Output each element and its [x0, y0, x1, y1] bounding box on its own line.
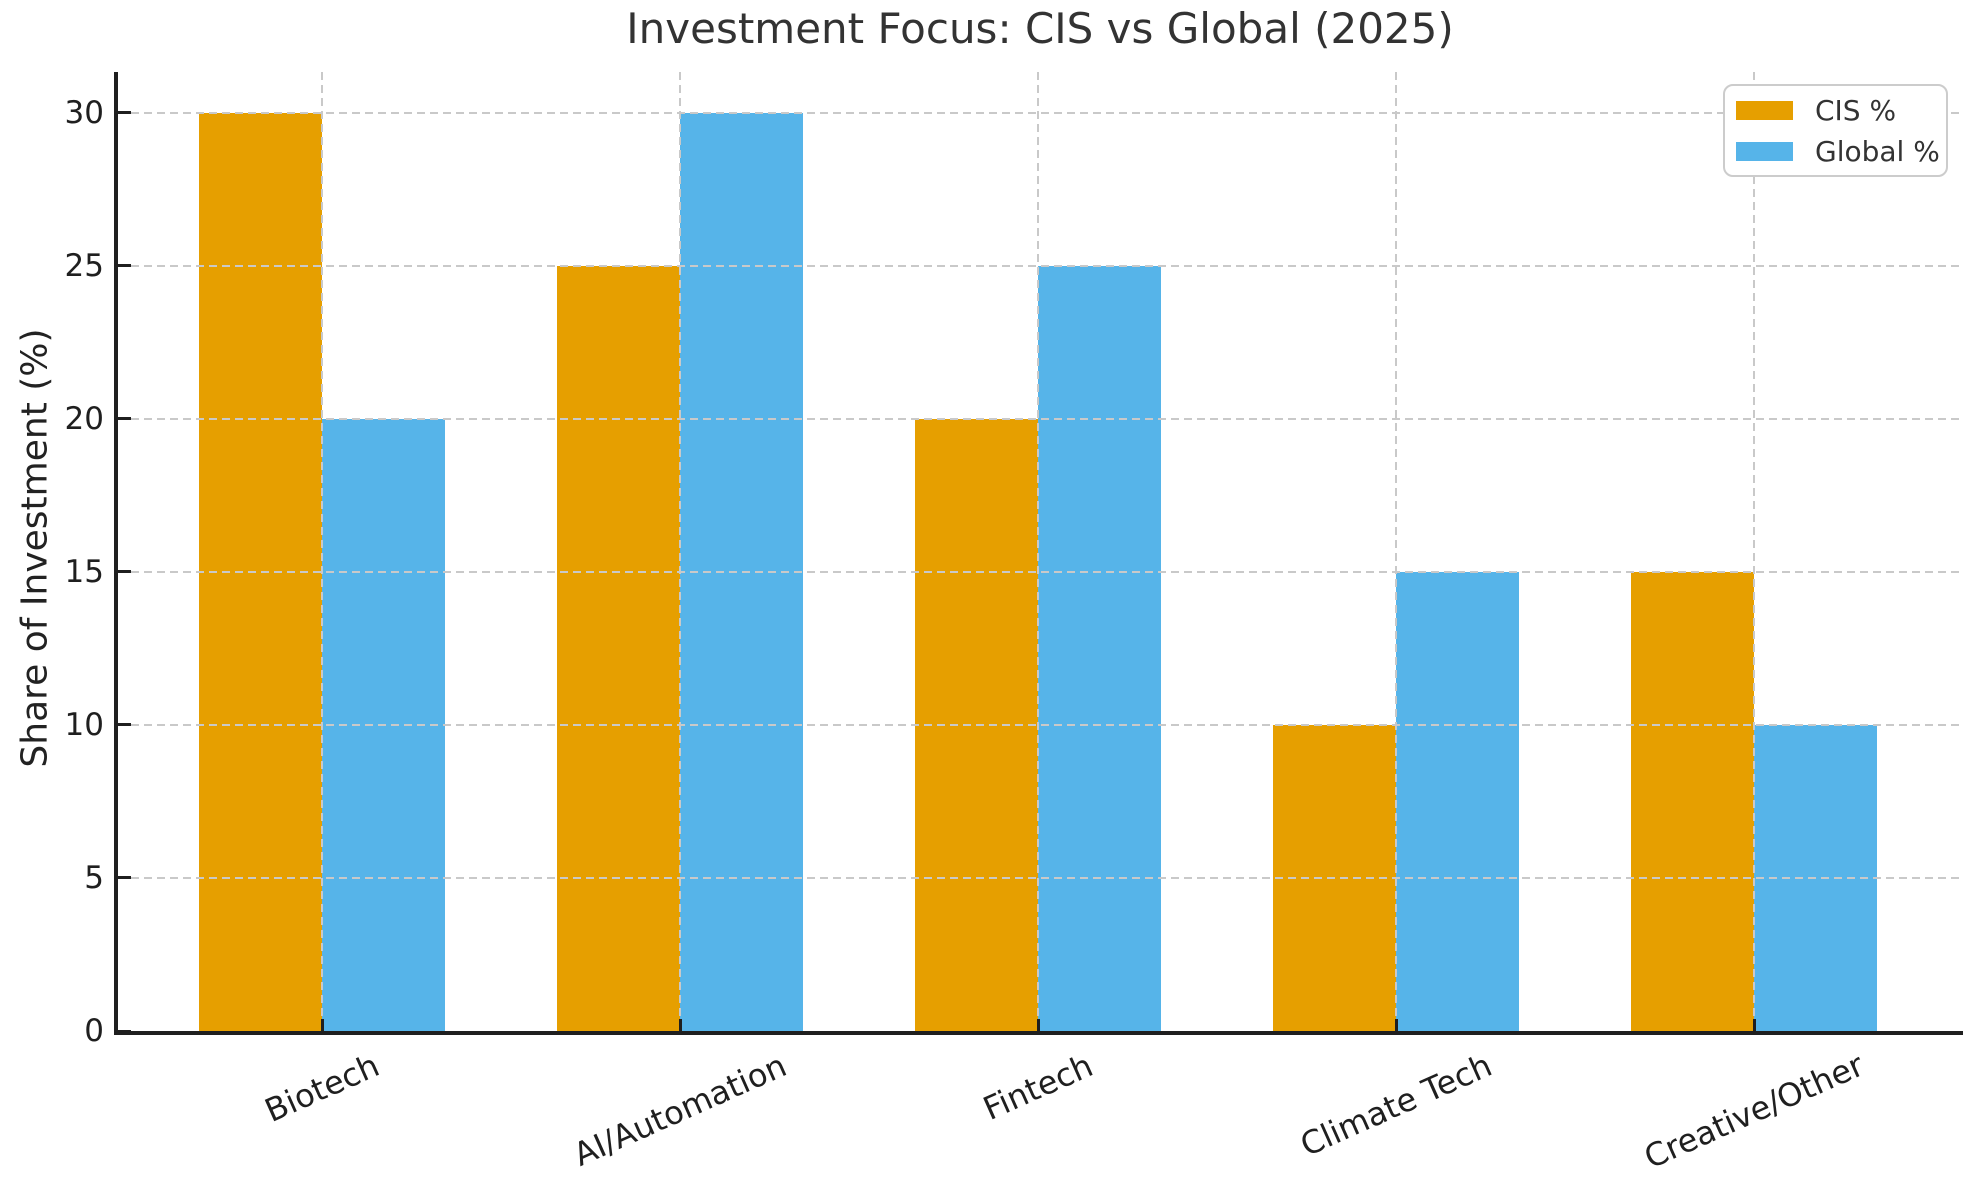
- y-tick-label-15: 15: [64, 553, 104, 590]
- legend-label-cis: CIS %: [1815, 93, 1897, 127]
- y-tick-label-30: 30: [64, 94, 104, 131]
- y-tick-30: [118, 111, 131, 115]
- y-tick-20: [118, 417, 131, 421]
- x-tick-biotech: [320, 1019, 324, 1031]
- x-tick-label-biotech: Biotech: [259, 1045, 385, 1130]
- gridline-y-25: [118, 264, 1963, 267]
- y-tick-label-10: 10: [64, 706, 104, 743]
- x-tick-ai-automation: [678, 1019, 682, 1031]
- x-tick-label-ai-automation: AI/Automation: [567, 1045, 793, 1174]
- bar-cis-creative-other: [1631, 571, 1754, 1031]
- gridline-x-biotech: [321, 72, 323, 1031]
- y-tick-5: [118, 876, 131, 880]
- y-axis-spine: [114, 72, 118, 1035]
- y-axis-label: Share of Investment (%): [14, 328, 56, 768]
- gridline-x-ai-automation: [679, 72, 681, 1031]
- y-tick-25: [118, 264, 131, 268]
- gridline-y-5: [118, 876, 1963, 879]
- bar-cis-ai-automation: [557, 265, 680, 1031]
- x-tick-creative-other: [1752, 1019, 1756, 1031]
- gridline-x-climate-tech: [1395, 72, 1397, 1031]
- x-tick-label-fintech: Fintech: [977, 1045, 1099, 1128]
- legend-label-global: Global %: [1815, 134, 1940, 168]
- y-tick-label-5: 5: [84, 859, 104, 896]
- gridline-y-10: [118, 723, 1963, 726]
- legend-swatch-cis: [1736, 100, 1793, 120]
- legend: CIS % Global %: [1723, 84, 1948, 177]
- y-tick-label-25: 25: [64, 247, 104, 284]
- gridline-x-fintech: [1037, 72, 1039, 1031]
- legend-entry-global: Global %: [1736, 135, 1946, 168]
- gridline-x-creative-other: [1753, 72, 1755, 1031]
- y-tick-label-0: 0: [84, 1013, 104, 1049]
- legend-swatch-global: [1736, 141, 1793, 161]
- legend-entry-cis: CIS %: [1736, 94, 1946, 127]
- y-tick-0: [118, 1029, 131, 1033]
- x-tick-fintech: [1036, 1019, 1040, 1031]
- x-axis-spine: [114, 1031, 1963, 1035]
- x-tick-label-climate-tech: Climate Tech: [1294, 1045, 1498, 1165]
- gridline-y-15: [118, 570, 1963, 573]
- y-tick-15: [118, 570, 131, 574]
- bar-global-climate-tech: [1396, 571, 1519, 1031]
- y-tick-label-20: 20: [64, 400, 104, 437]
- x-tick-label-creative-other: Creative/Other: [1638, 1045, 1870, 1177]
- chart-title: Investment Focus: CIS vs Global (2025): [626, 4, 1454, 53]
- y-tick-10: [118, 723, 131, 727]
- gridline-y-20: [118, 417, 1963, 420]
- gridline-y-30: [118, 111, 1963, 114]
- x-tick-climate-tech: [1394, 1019, 1398, 1031]
- bar-global-fintech: [1038, 265, 1161, 1031]
